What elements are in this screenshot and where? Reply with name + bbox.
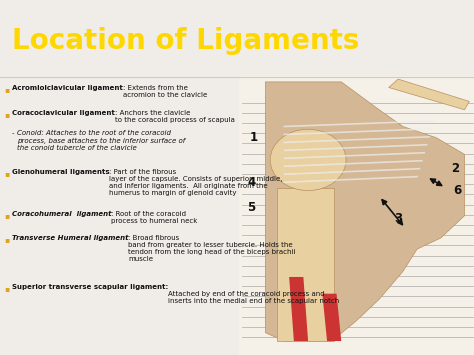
Text: Location of Ligaments: Location of Ligaments bbox=[12, 27, 359, 55]
Text: Attached by end of the coracoid process and
inserts into the medial end of the s: Attached by end of the coracoid process … bbox=[168, 284, 339, 304]
Text: -: - bbox=[12, 130, 17, 136]
Text: 4: 4 bbox=[247, 176, 255, 189]
Text: ▪: ▪ bbox=[4, 169, 9, 178]
Text: Conoid: Attaches to the root of the coracoid
process, base attaches to the infer: Conoid: Attaches to the root of the cora… bbox=[17, 130, 185, 151]
Polygon shape bbox=[265, 82, 465, 341]
Text: : Root of the coracoid
process to humeral neck: : Root of the coracoid process to humera… bbox=[111, 211, 198, 224]
Text: ▪: ▪ bbox=[4, 284, 9, 293]
Text: ▪: ▪ bbox=[4, 110, 9, 119]
Text: Transverse Humeral ligament: Transverse Humeral ligament bbox=[12, 235, 128, 241]
Text: : Extends from the
acromion to the clavicle: : Extends from the acromion to the clavi… bbox=[123, 85, 207, 98]
Bar bbox=[277, 188, 334, 341]
Polygon shape bbox=[322, 294, 341, 341]
Text: Acromiolclavicular ligament: Acromiolclavicular ligament bbox=[12, 85, 123, 91]
Text: 5: 5 bbox=[247, 201, 255, 214]
Text: 6: 6 bbox=[453, 184, 462, 197]
Text: ▪: ▪ bbox=[4, 211, 9, 220]
Text: ▪: ▪ bbox=[4, 235, 9, 244]
Text: 3: 3 bbox=[394, 212, 402, 225]
Polygon shape bbox=[389, 79, 469, 110]
Text: 1: 1 bbox=[249, 131, 258, 144]
Text: Coracoclavicular ligament: Coracoclavicular ligament bbox=[12, 110, 115, 116]
Text: : Part of the fibrous
layer of the capsule. Consists of superior, middle,
and in: : Part of the fibrous layer of the capsu… bbox=[109, 169, 283, 196]
Polygon shape bbox=[289, 277, 308, 341]
Text: : Broad fibrous
band from greater to lesser tubercle. Holds the
tendon from the : : Broad fibrous band from greater to les… bbox=[128, 235, 296, 262]
Text: Superior transverse scapular ligament:: Superior transverse scapular ligament: bbox=[12, 284, 168, 290]
FancyBboxPatch shape bbox=[239, 76, 474, 355]
Text: Coracohumeral  ligament: Coracohumeral ligament bbox=[12, 211, 111, 217]
Text: Glenohumeral ligaments: Glenohumeral ligaments bbox=[12, 169, 109, 175]
Text: 2: 2 bbox=[451, 162, 459, 175]
Text: ▪: ▪ bbox=[4, 85, 9, 94]
Ellipse shape bbox=[270, 129, 346, 191]
Text: : Anchors the clavicle
to the coracoid process of scapula: : Anchors the clavicle to the coracoid p… bbox=[115, 110, 235, 123]
